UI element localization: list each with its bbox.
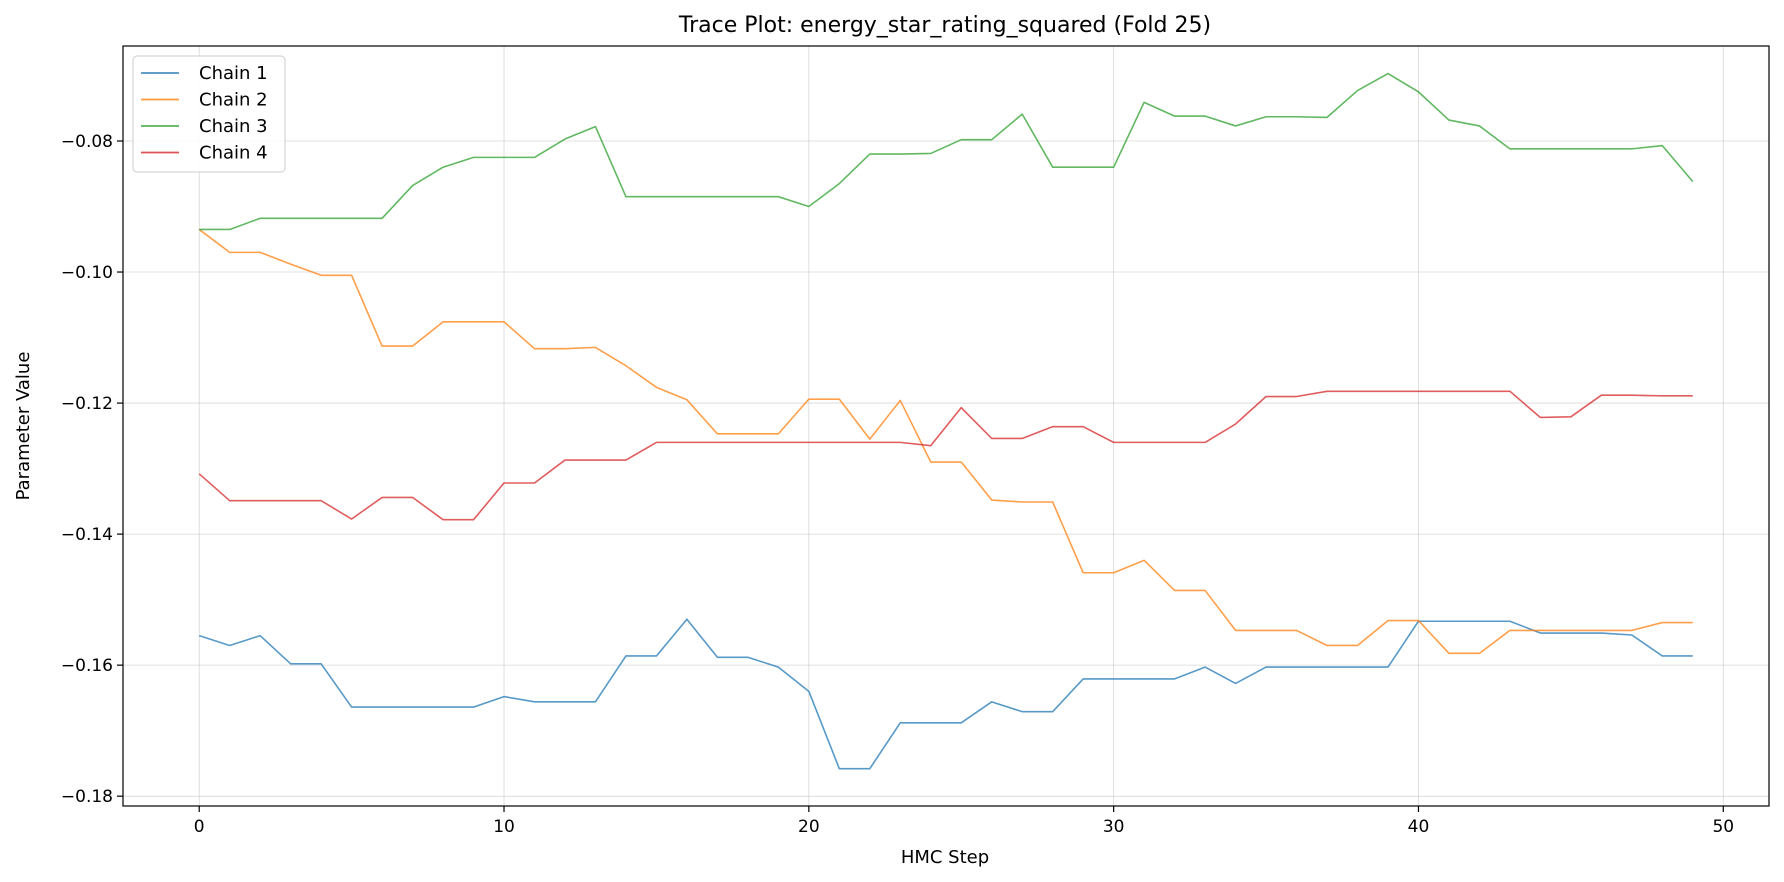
series-line-chain-1 [198,618,1693,770]
legend-label: Chain 4 [199,143,268,164]
plot-frame [122,45,1770,807]
series-lines [198,72,1694,770]
x-tick-label: 20 [798,817,820,837]
y-tick-label: −0.08 [61,132,113,152]
y-axis-label: Parameter Value [13,352,34,501]
series-line-chain-4 [198,390,1693,521]
y-tick-label: −0.16 [61,656,113,676]
legend: Chain 1 Chain 2 Chain 3 Chain 4 [132,55,286,173]
series-line-chain-3 [199,72,1694,231]
x-tick-label: 40 [1408,817,1430,837]
y-tick-label: −0.10 [61,263,113,283]
x-tick-label: 50 [1712,817,1734,837]
legend-label: Chain 2 [199,90,268,111]
chart-title: Trace Plot: energy_star_rating_squared (… [678,13,1211,38]
series-line-chain-2 [198,228,1693,655]
grid-lines [123,46,1769,806]
x-axis-ticks: 0 10 20 30 40 50 [194,806,1734,837]
legend-label: Chain 1 [199,63,268,84]
legend-box [132,55,286,173]
y-tick-label: −0.14 [61,525,113,545]
x-tick-label: 10 [493,817,515,837]
x-tick-label: 0 [194,817,205,837]
x-axis-label: HMC Step [901,847,989,868]
legend-label: Chain 3 [199,116,268,137]
y-tick-label: −0.18 [61,787,113,807]
y-axis-ticks: −0.18 −0.16 −0.14 −0.12 −0.10 −0.08 [61,132,123,807]
x-tick-label: 30 [1103,817,1125,837]
y-tick-label: −0.12 [61,394,113,414]
